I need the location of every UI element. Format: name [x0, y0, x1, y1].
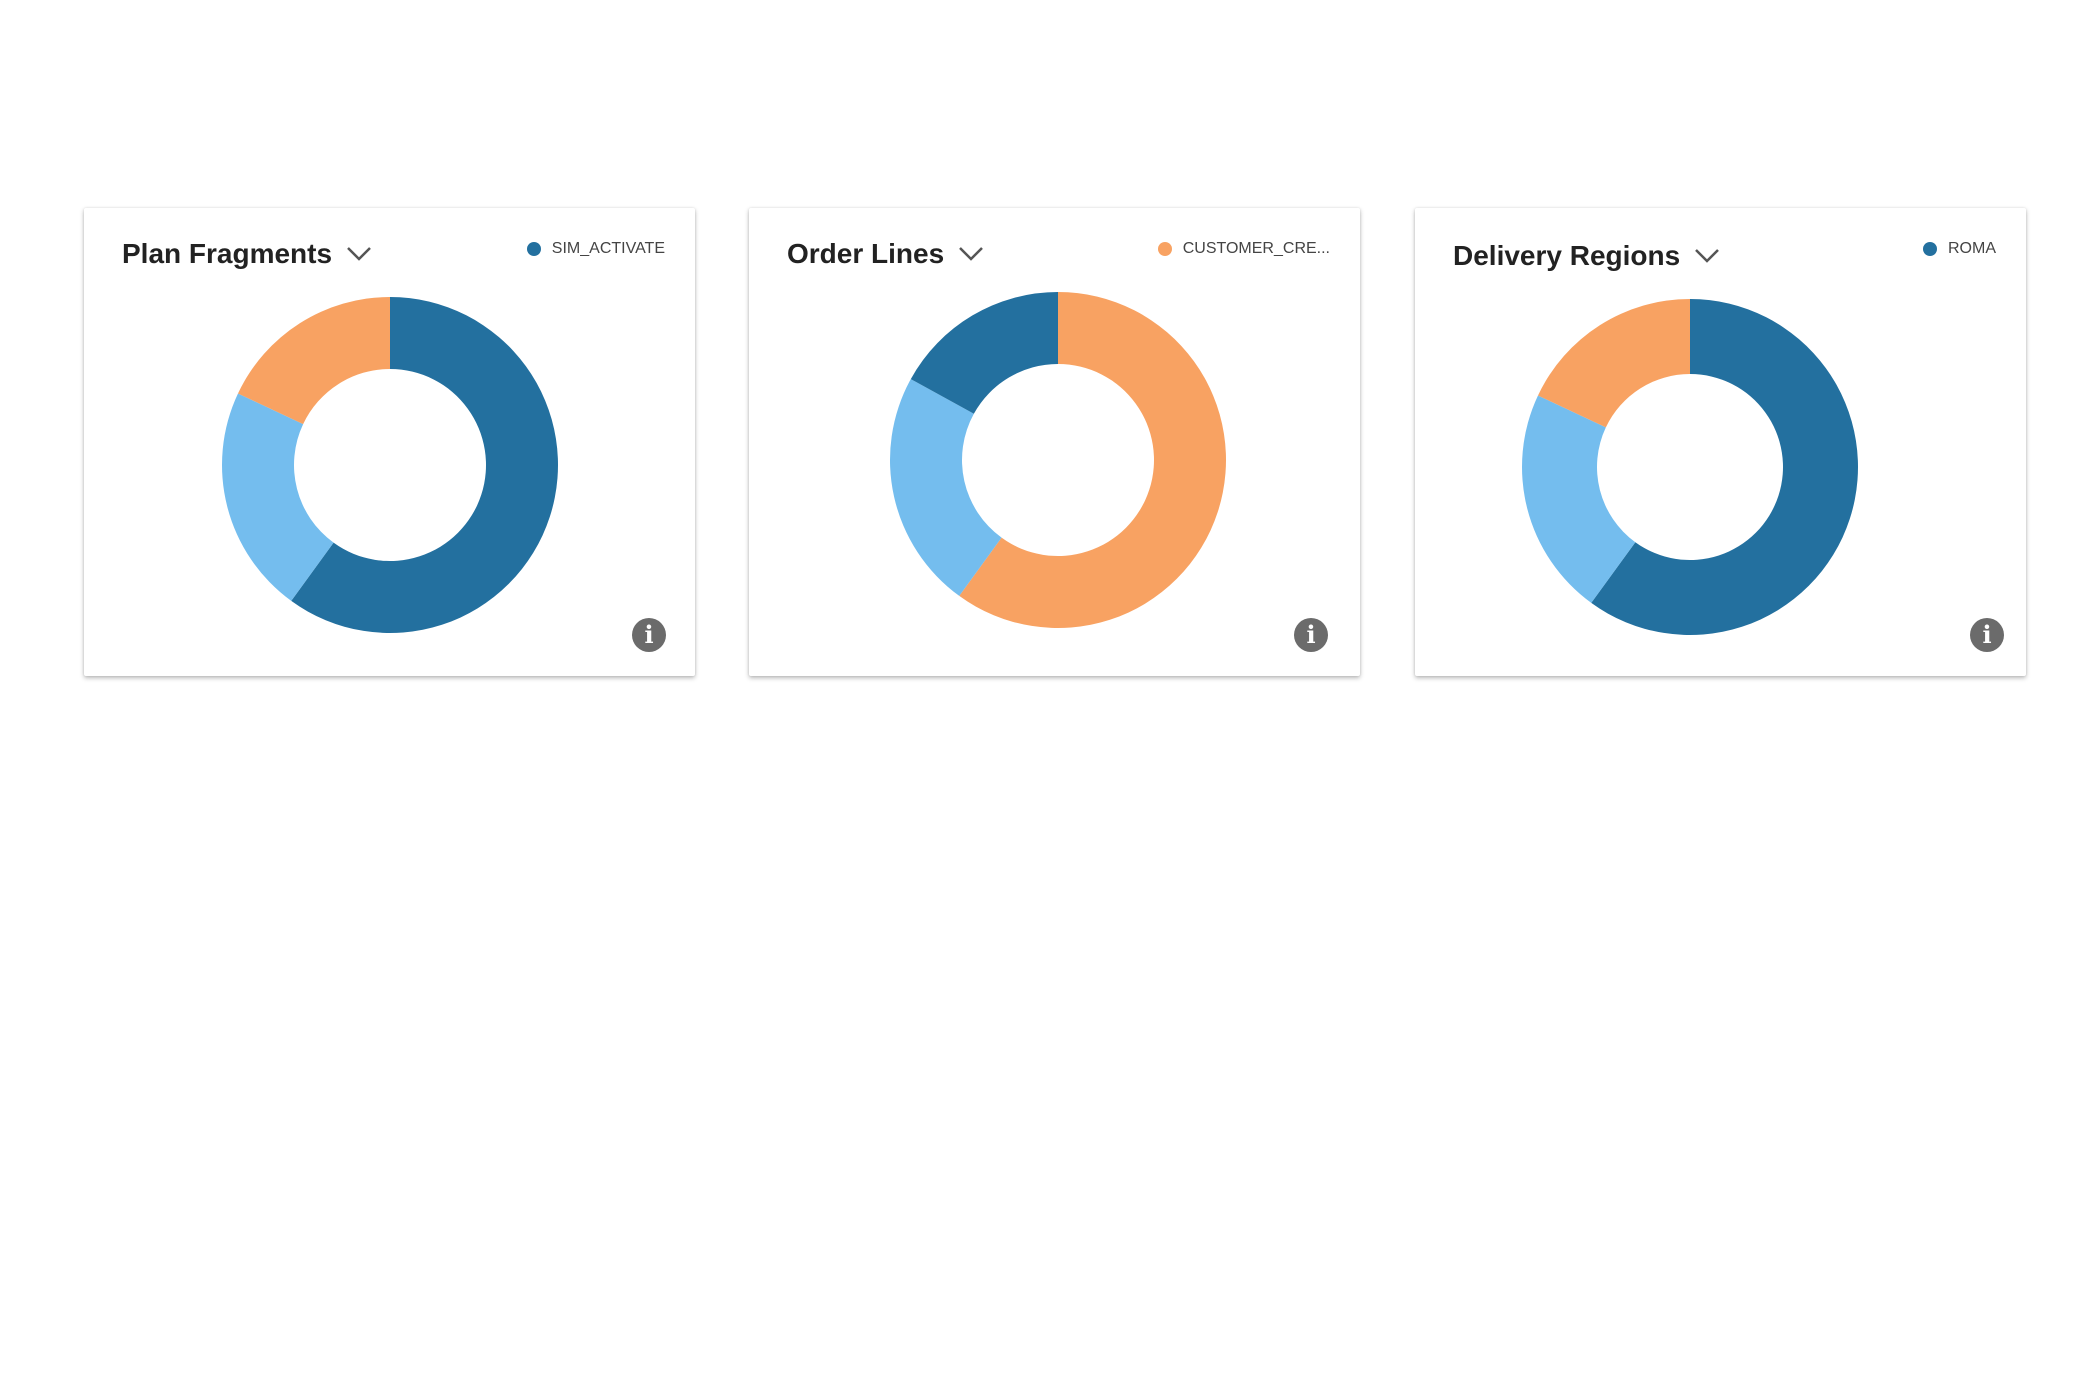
chevron-down-icon — [1695, 249, 1720, 263]
legend-label: SIM_ACTIVATE — [551, 240, 665, 257]
donut-slice[interactable] — [959, 292, 1226, 628]
donut-slice[interactable] — [1537, 299, 1690, 428]
widget-title: Delivery Regions — [1453, 240, 1681, 271]
donut-chart — [222, 297, 558, 633]
widget-title: Plan Fragments — [122, 238, 333, 269]
widget-title: Order Lines — [787, 238, 945, 269]
donut-slice[interactable] — [222, 393, 334, 601]
legend-dot — [1923, 242, 1937, 256]
legend-dot — [526, 242, 541, 256]
donut-chart — [890, 292, 1226, 628]
widget-title-dropdown[interactable]: Delivery Regions — [1453, 240, 1720, 272]
widget-title-dropdown[interactable]: Order Lines — [787, 238, 984, 270]
legend-label: CUSTOMER_CRE... — [1182, 240, 1330, 257]
donut-slice[interactable] — [237, 297, 390, 425]
info-icon[interactable]: i — [632, 618, 666, 652]
widget-card-delivery-regions: Delivery Regions ROMA i — [1415, 208, 2026, 676]
chevron-down-icon — [959, 247, 984, 261]
donut-slice[interactable] — [1522, 395, 1636, 603]
donut-slice[interactable] — [1591, 299, 1858, 635]
donut-chart — [1522, 299, 1858, 635]
info-icon[interactable]: i — [1294, 618, 1328, 652]
donut-slice[interactable] — [291, 297, 558, 633]
widget-card-plan-fragments: Plan Fragments SIM_ACTIVATE i — [84, 208, 695, 676]
donut-slice[interactable] — [910, 292, 1058, 414]
donut-slice[interactable] — [890, 379, 1002, 596]
chart-legend[interactable]: ROMA — [1923, 240, 1996, 258]
chart-legend[interactable]: CUSTOMER_CRE... — [1157, 240, 1330, 258]
chart-legend[interactable]: SIM_ACTIVATE — [526, 240, 665, 258]
info-icon[interactable]: i — [1970, 618, 2004, 652]
legend-label: ROMA — [1948, 240, 1996, 257]
chevron-down-icon — [347, 247, 371, 261]
legend-dot — [1157, 242, 1172, 256]
widget-card-order-lines: Order Lines CUSTOMER_CRE... i — [749, 208, 1360, 676]
widget-title-dropdown[interactable]: Plan Fragments — [122, 238, 372, 270]
